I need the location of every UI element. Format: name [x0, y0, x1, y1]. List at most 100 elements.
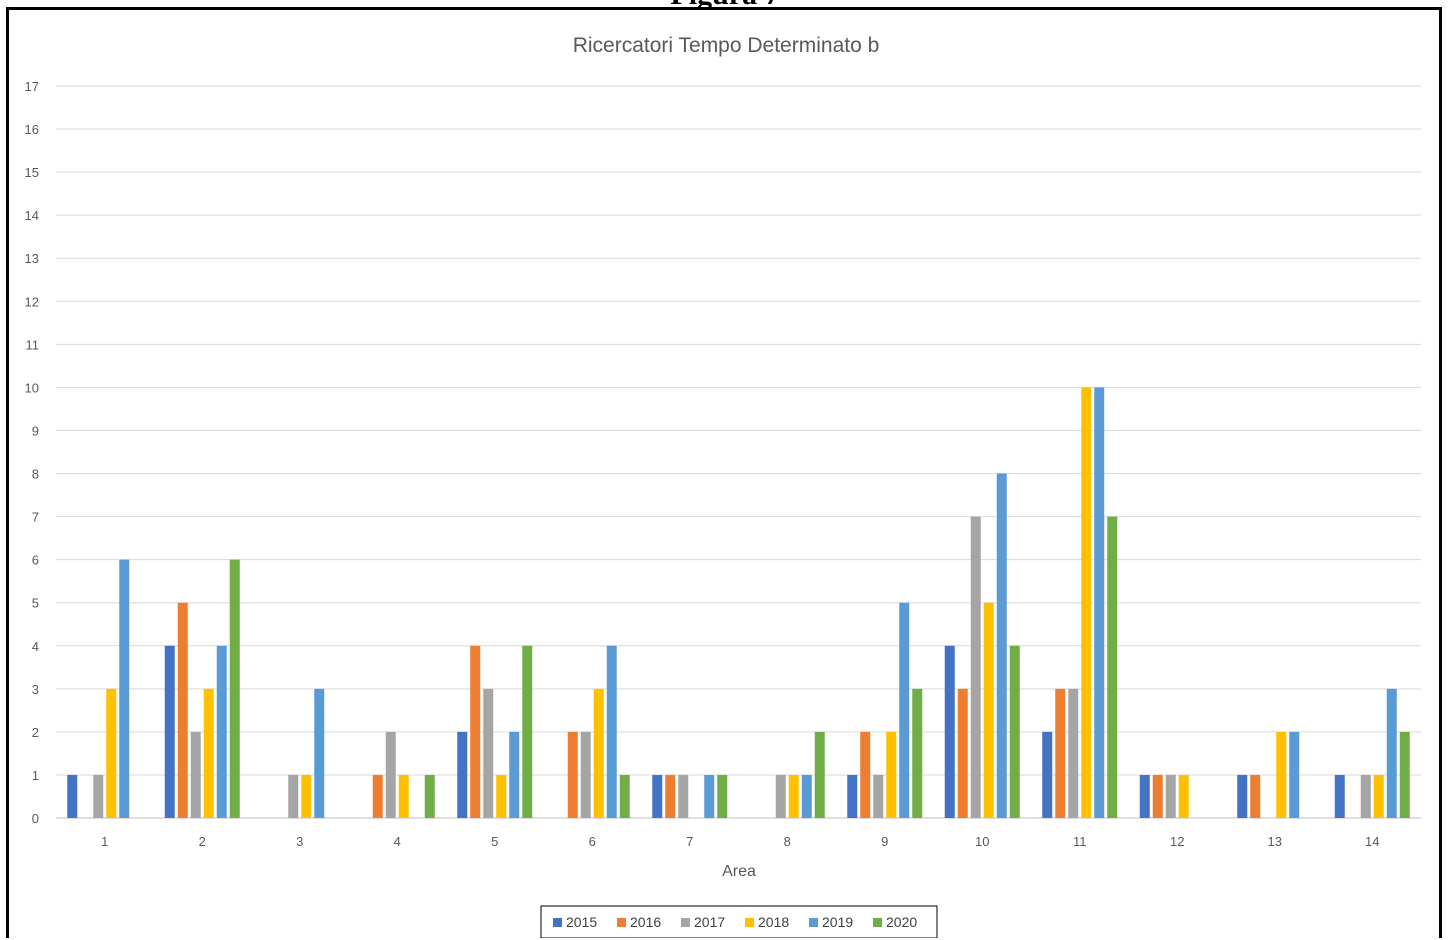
bar-2017-area-14: [1360, 774, 1371, 818]
y-tick-label: 2: [32, 725, 39, 740]
bar-2019-area-8: [801, 774, 812, 818]
chart-svg: Ricercatori Tempo Determinato b 01234567…: [25, 34, 1421, 938]
legend-label-2017: 2017: [694, 914, 725, 930]
bar-2017-area-12: [1165, 774, 1176, 818]
bar-2019-area-6: [606, 645, 617, 818]
y-tick-label: 13: [25, 251, 39, 266]
y-tick-label: 8: [32, 467, 39, 482]
x-axis-ticks: 1 2 3 4 5 6 7 8 9 10 11 12 13 14: [101, 834, 1379, 849]
x-tick-label: 2: [199, 834, 206, 849]
bar-2018-area-10: [983, 602, 994, 818]
bar-2020-area-6: [619, 774, 630, 818]
bar-2018-area-12: [1178, 774, 1189, 818]
bar-2015-area-10: [944, 645, 955, 818]
bar-2018-area-2: [203, 688, 214, 818]
bar-2016-area-2: [177, 602, 188, 818]
x-tick-label: 10: [975, 834, 989, 849]
y-tick-label: 0: [32, 811, 39, 826]
bar-2015-area-1: [67, 774, 78, 818]
bar-2016-area-11: [1055, 688, 1066, 818]
bar-2020-area-14: [1399, 731, 1410, 818]
bar-2019-area-10: [996, 473, 1007, 818]
bar-2015-area-11: [1042, 731, 1053, 818]
y-tick-label: 5: [32, 596, 39, 611]
legend-label-2020: 2020: [886, 914, 917, 930]
x-tick-label: 4: [394, 834, 401, 849]
bar-2015-area-12: [1139, 774, 1150, 818]
chart-title: Ricercatori Tempo Determinato b: [573, 34, 880, 57]
y-tick-label: 14: [25, 208, 39, 223]
x-tick-label: 11: [1073, 834, 1087, 849]
y-tick-label: 1: [32, 768, 39, 783]
bar-2016-area-7: [665, 774, 676, 818]
legend-swatch-2018: [745, 918, 754, 927]
bar-2017-area-2: [190, 731, 201, 818]
bar-2020-area-5: [522, 645, 533, 818]
y-tick-label: 17: [25, 79, 39, 94]
bar-2017-area-5: [483, 688, 494, 818]
bar-2019-area-3: [314, 688, 325, 818]
bar-2016-area-13: [1250, 774, 1261, 818]
bar-2019-area-1: [119, 559, 130, 818]
bar-2017-area-9: [873, 774, 884, 818]
y-tick-label: 9: [32, 423, 39, 438]
bar-2017-area-6: [580, 731, 591, 818]
x-tick-label: 12: [1170, 834, 1184, 849]
x-tick-label: 9: [881, 834, 888, 849]
bar-2019-area-11: [1094, 387, 1105, 818]
bar-2020-area-7: [717, 774, 728, 818]
legend-label-2016: 2016: [630, 914, 661, 930]
bar-2015-area-14: [1334, 774, 1345, 818]
bar-2020-area-10: [1009, 645, 1020, 818]
legend-label-2015: 2015: [566, 914, 597, 930]
bar-2018-area-8: [788, 774, 799, 818]
y-tick-label: 10: [25, 380, 39, 395]
legend-label-2019: 2019: [822, 914, 853, 930]
bar-2017-area-1: [93, 774, 104, 818]
bar-2020-area-4: [424, 774, 435, 818]
bar-2019-area-9: [899, 602, 910, 818]
bar-2016-area-9: [860, 731, 871, 818]
y-tick-label: 3: [32, 682, 39, 697]
x-tick-label: 8: [784, 834, 791, 849]
bar-2016-area-12: [1152, 774, 1163, 818]
bar-2018-area-1: [106, 688, 117, 818]
x-tick-label: 3: [296, 834, 303, 849]
bar-2015-area-13: [1237, 774, 1248, 818]
y-tick-label: 15: [25, 165, 39, 180]
bar-2018-area-4: [398, 774, 409, 818]
bars: [67, 387, 1410, 818]
bar-2018-area-9: [886, 731, 897, 818]
bar-2018-area-13: [1276, 731, 1287, 818]
bar-2019-area-13: [1289, 731, 1300, 818]
bar-2019-area-14: [1386, 688, 1397, 818]
legend-label-2018: 2018: [758, 914, 789, 930]
x-axis-label: Area: [722, 863, 756, 880]
bar-2016-area-10: [957, 688, 968, 818]
bar-2018-area-5: [496, 774, 507, 818]
x-tick-label: 7: [686, 834, 693, 849]
bar-2020-area-11: [1107, 516, 1118, 818]
bar-2017-area-7: [678, 774, 689, 818]
legend-swatch-2020: [873, 918, 882, 927]
bar-2017-area-8: [775, 774, 786, 818]
gridlines: [56, 85, 1421, 819]
bar-2018-area-11: [1081, 387, 1092, 818]
legend-swatch-2015: [553, 918, 562, 927]
legend-swatch-2019: [809, 918, 818, 927]
bar-2016-area-5: [470, 645, 481, 818]
bar-2015-area-7: [652, 774, 663, 818]
y-tick-label: 7: [32, 510, 39, 525]
legend: 2015 2016 2017 2018 2019 2020: [540, 905, 938, 938]
bar-2017-area-10: [970, 516, 981, 818]
figure-heading: Figura 7: [0, 0, 1450, 12]
bar-2020-area-8: [814, 731, 825, 818]
bar-2016-area-4: [372, 774, 383, 818]
bar-2019-area-5: [509, 731, 520, 818]
bar-2020-area-9: [912, 688, 923, 818]
y-tick-label: 12: [25, 294, 39, 309]
bar-2017-area-4: [385, 731, 396, 818]
x-tick-label: 14: [1365, 834, 1379, 849]
